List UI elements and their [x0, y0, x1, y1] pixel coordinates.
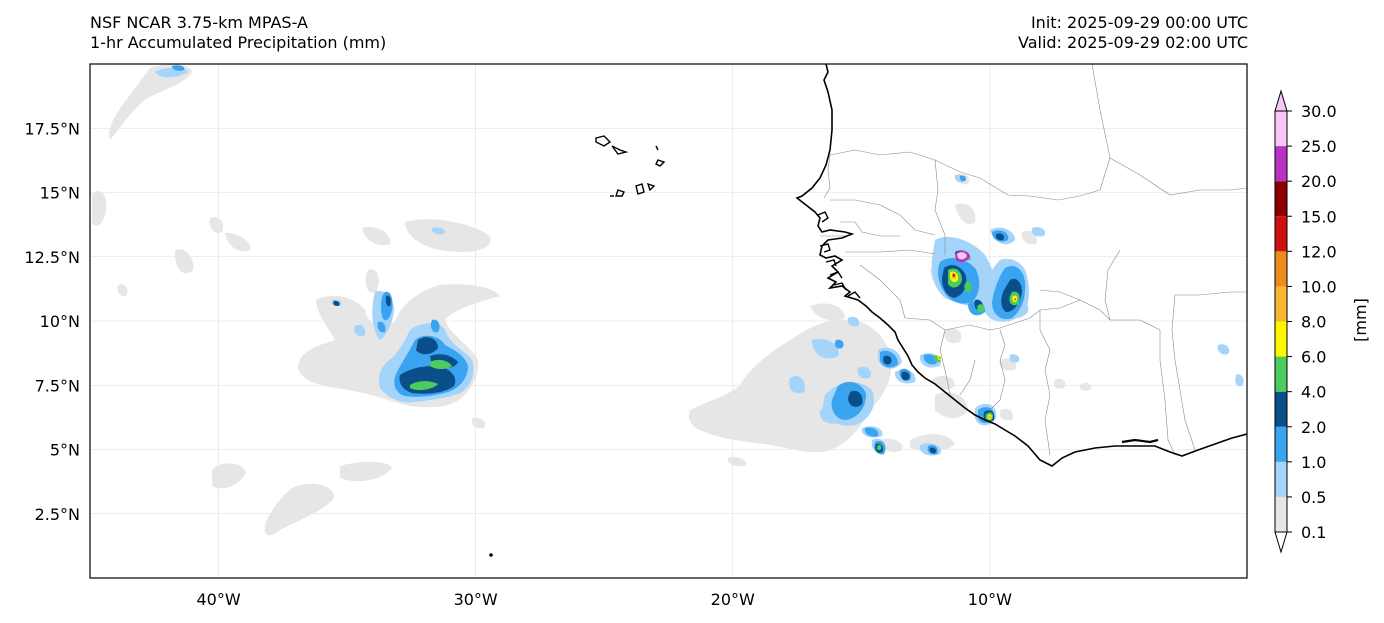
colorbar-segment [1275, 426, 1287, 462]
lat-tick-label: 10°N [40, 312, 80, 331]
colorbar-tick-label: 1.0 [1301, 453, 1326, 472]
field-name: 1-hr Accumulated Precipitation (mm) [90, 33, 387, 52]
map-title-left: NSF NCAR 3.75-km MPAS-A 1-hr Accumulated… [90, 13, 386, 53]
colorbar-tick-label: 0.5 [1301, 488, 1326, 507]
colorbar-segment [1275, 251, 1287, 287]
colorbar-segment [1275, 216, 1287, 252]
precip-field [92, 64, 1244, 536]
colorbar-segment [1275, 321, 1287, 357]
latitude-axis: 2.5°N 5°N 7.5°N 10°N 12.5°N 15°N 17.5°N [24, 119, 80, 524]
colorbar-unit-label: [mm] [1351, 298, 1370, 342]
colorbar-tick-label: 0.1 [1301, 523, 1326, 542]
colorbar-segment [1275, 356, 1287, 392]
map-frame [89, 63, 1248, 579]
colorbar-segment [1275, 461, 1287, 497]
init-time: Init: 2025-09-29 00:00 UTC [1030, 13, 1248, 32]
lat-tick-label: 17.5°N [24, 119, 80, 138]
colorbar-segment [1275, 391, 1287, 427]
longitude-axis: 40°W 30°W 20°W 10°W [196, 590, 1012, 609]
map-title-right: Init: 2025-09-29 00:00 UTC Valid: 2025-0… [1018, 13, 1248, 53]
guinea-coast-detail [817, 211, 861, 299]
colorbar-tick-label: 15.0 [1301, 207, 1337, 226]
colorbar-segment [1275, 111, 1287, 147]
coastlines [489, 64, 1247, 557]
colorbar-segment [1275, 146, 1287, 182]
model-name: NSF NCAR 3.75-km MPAS-A [90, 13, 308, 32]
colorbar-extend-under [1274, 531, 1288, 554]
colorbar-tick-label: 2.0 [1301, 418, 1326, 437]
colorbar-tick-label: 20.0 [1301, 172, 1337, 191]
lat-tick-label: 2.5°N [35, 505, 80, 524]
colorbar-tick-label: 8.0 [1301, 313, 1326, 332]
precip-red-areas [939, 255, 1017, 359]
island-dot [489, 553, 493, 557]
lat-tick-label: 15°N [40, 184, 80, 203]
lat-tick-label: 7.5°N [35, 376, 80, 395]
valid-time: Valid: 2025-09-29 02:00 UTC [1017, 33, 1248, 52]
colorbar-tick-label: 12.0 [1301, 242, 1337, 261]
precip-heavy-core [955, 250, 970, 263]
lat-tick-label: 12.5°N [24, 248, 80, 267]
lon-tick-label: 20°W [711, 590, 755, 609]
colorbar-tick-label: 30.0 [1301, 102, 1337, 121]
colorbar-segment [1275, 286, 1287, 322]
colorbar-tick-label: 10.0 [1301, 277, 1337, 296]
colorbar-extend-over [1274, 89, 1288, 112]
lon-tick-label: 10°W [968, 590, 1012, 609]
ghana-coast [1121, 438, 1159, 444]
colorbar-tick-label: 4.0 [1301, 383, 1326, 402]
colorbar-segment [1275, 496, 1287, 532]
lon-tick-label: 40°W [196, 590, 240, 609]
lon-tick-label: 30°W [454, 590, 498, 609]
colorbar-tick-label: 25.0 [1301, 137, 1337, 156]
west-africa-coastline [795, 64, 1247, 467]
country-borders [820, 64, 1247, 456]
cape-verde-islands [595, 135, 666, 197]
colorbar-tick-label: 6.0 [1301, 348, 1326, 367]
colorbar-segment [1275, 181, 1287, 217]
colorbar: 0.1 0.5 1.0 2.0 4.0 6.0 8.0 10.0 12.0 15.0 20.0 25.… [1274, 89, 1337, 554]
lat-tick-label: 5°N [50, 441, 80, 460]
